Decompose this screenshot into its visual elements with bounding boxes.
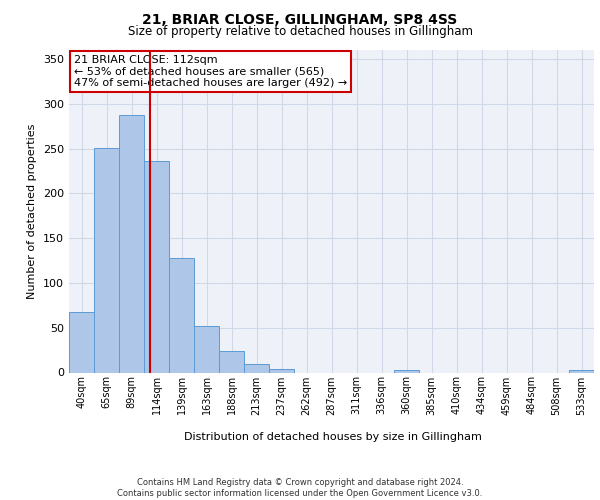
Text: Distribution of detached houses by size in Gillingham: Distribution of detached houses by size … (184, 432, 482, 442)
Bar (244, 364, 269, 372)
Bar (69, 312, 94, 372)
Text: Contains HM Land Registry data © Crown copyright and database right 2024.
Contai: Contains HM Land Registry data © Crown c… (118, 478, 482, 498)
Text: 21, BRIAR CLOSE, GILLINGHAM, SP8 4SS: 21, BRIAR CLOSE, GILLINGHAM, SP8 4SS (142, 12, 458, 26)
Bar (219, 351, 244, 372)
Bar (144, 161, 169, 372)
Bar (394, 370, 419, 372)
Bar (169, 258, 194, 372)
Bar (94, 148, 119, 372)
Bar (119, 116, 144, 372)
Text: Size of property relative to detached houses in Gillingham: Size of property relative to detached ho… (128, 25, 473, 38)
Y-axis label: Number of detached properties: Number of detached properties (28, 124, 37, 299)
Text: 21 BRIAR CLOSE: 112sqm
← 53% of detached houses are smaller (565)
47% of semi-de: 21 BRIAR CLOSE: 112sqm ← 53% of detached… (74, 55, 347, 88)
Bar (194, 326, 219, 372)
Bar (269, 369, 294, 372)
Bar (569, 370, 594, 372)
